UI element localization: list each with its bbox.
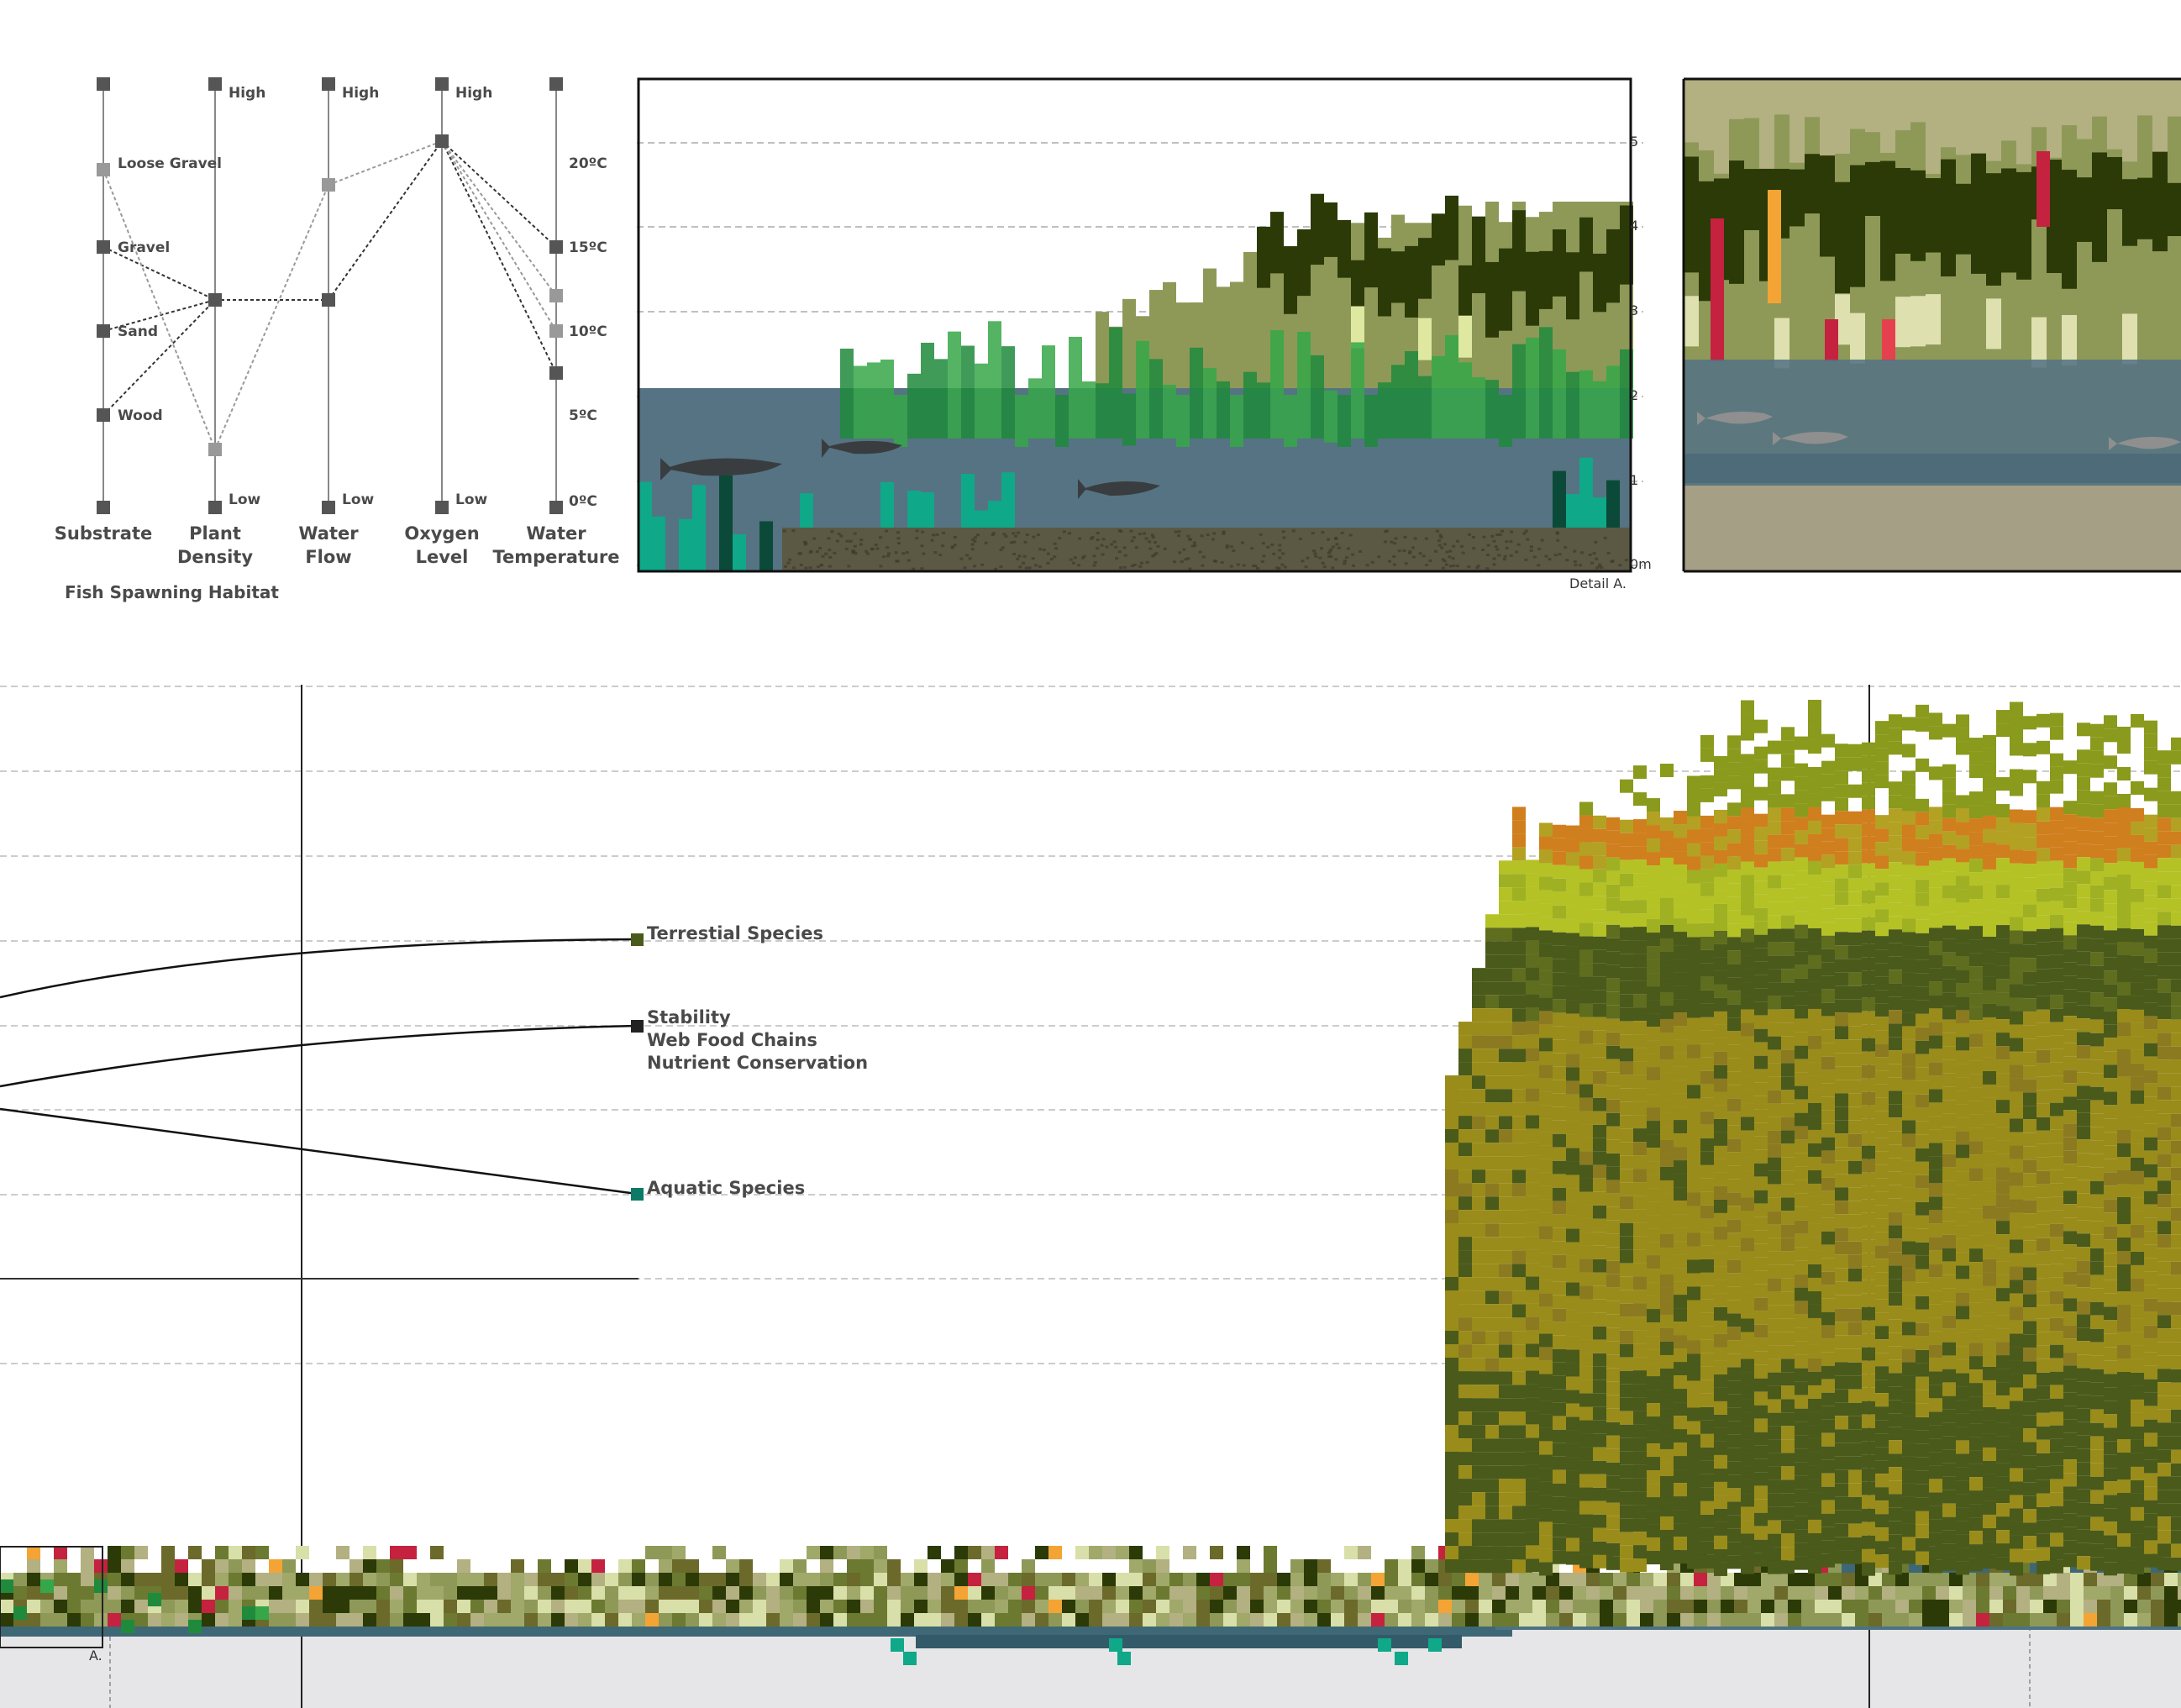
detail-a-caption: Detail A. [1569, 575, 1627, 591]
temp-tick-0: 0ºC [569, 493, 597, 510]
axis-title-water-t: Water [526, 523, 586, 544]
water-flow-low: Low [342, 491, 375, 508]
depth-tick-2: 2 [1630, 387, 1638, 403]
chart-title: Fish Spawning Habitat [65, 582, 279, 602]
temp-tick-20: 20ºC [569, 155, 607, 172]
callout-stability: Stability [647, 1007, 731, 1027]
depth-tick-0: 0m [1630, 556, 1652, 572]
depth-tick-1: 1 [1630, 472, 1638, 488]
axis-title-oxygen: Oxygen [404, 523, 479, 544]
spawning-links-dark [102, 140, 557, 416]
depth-tick-5: 5 [1630, 134, 1638, 150]
detail-a-marker-box [0, 1546, 103, 1648]
terrestrial-marker [631, 933, 644, 946]
substrate-tick-loose: Loose Gravel [118, 155, 222, 172]
axis-title-temperature: Temperature [492, 547, 619, 567]
axis-title-substrate: Substrate [55, 523, 152, 544]
depth-tick-3: 3 [1630, 302, 1638, 318]
stability-marker [631, 1020, 644, 1033]
detail-b-sediment [1684, 486, 2181, 571]
detail-frame [637, 77, 1632, 573]
temp-tick-15: 15ºC [569, 239, 607, 256]
spawning-links-light [102, 140, 557, 450]
callout-terrestrial: Terrestial Species [647, 923, 823, 943]
salmon-icons [1697, 412, 2181, 450]
plant-density-low: Low [229, 491, 261, 508]
axis-title-plant-2: Density [177, 547, 253, 567]
axis-title-water: Water [298, 523, 359, 544]
temp-tick-10: 10ºC [569, 323, 607, 340]
axis-title-plant: Plant [189, 523, 241, 544]
pike-fish-icons [660, 439, 1160, 499]
ecosystem-section: Terrestial Species Stability Web Food Ch… [0, 685, 2181, 1708]
substrate-tick-gravel: Gravel [118, 239, 170, 256]
plant-density-high: High [229, 85, 265, 102]
callout-aquatic: Aquatic Species [647, 1178, 805, 1198]
axis-title-flow: Flow [305, 547, 351, 567]
aquatic-marker [631, 1188, 644, 1201]
detail-a-marker-label: A. [89, 1648, 102, 1663]
oxygen-low: Low [455, 491, 488, 508]
temp-tick-5: 5ºC [569, 407, 597, 424]
callout-nutrient: Nutrient Conservation [647, 1053, 868, 1073]
substrate-tick-wood: Wood [118, 407, 163, 424]
callout-food-chains: Web Food Chains [647, 1030, 817, 1050]
substrate-tick-sand: Sand [118, 323, 158, 340]
fish-spawning-habitat-chart: Loose Gravel Gravel Sand Wood High Low H… [55, 77, 620, 602]
oxygen-high: High [455, 85, 492, 102]
axis-title-level: Level [416, 547, 469, 567]
detail-b-panel [1682, 77, 2181, 573]
depth-tick-4: 4 [1630, 218, 1638, 234]
detail-a-panel: 5 4 3 2 1 0m Detail A. [637, 77, 1652, 591]
water-flow-high: High [342, 85, 379, 102]
